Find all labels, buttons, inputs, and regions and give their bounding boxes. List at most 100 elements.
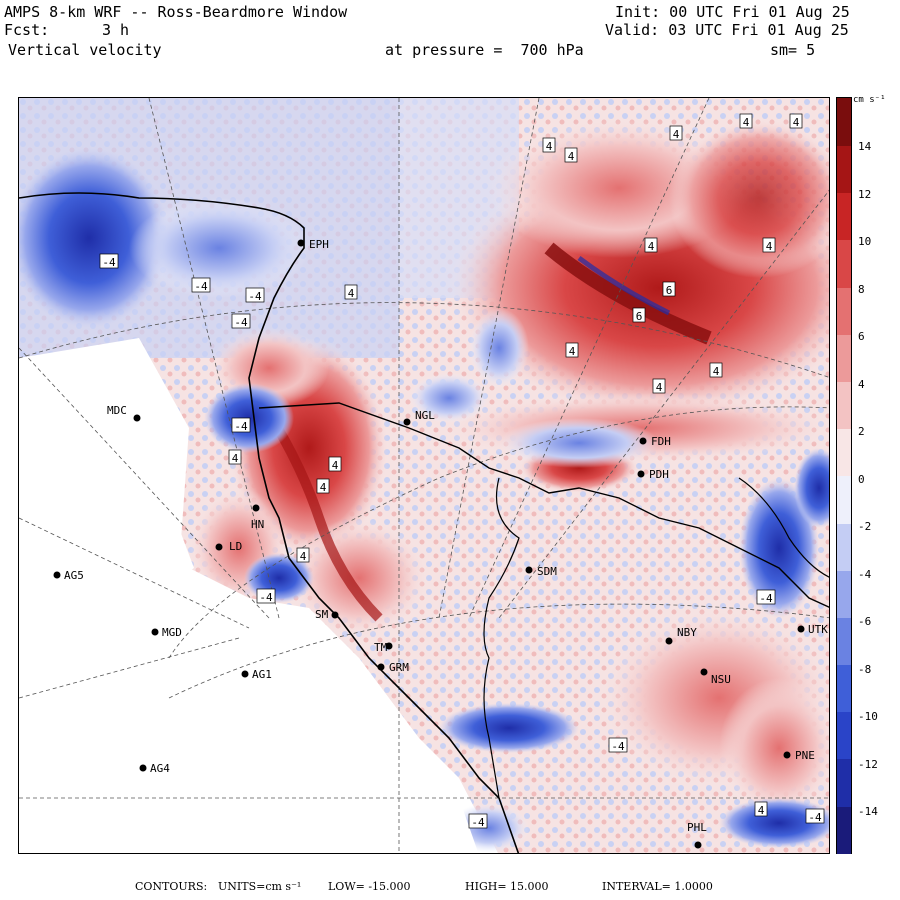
svg-text:4: 4 [569, 345, 576, 358]
station-ag4: AG4 [139, 762, 170, 775]
colorbar-tick-label: 10 [858, 235, 872, 248]
station-pne: PNE [783, 749, 815, 762]
colorbar-segment [837, 569, 851, 618]
map-title: AMPS 8-km WRF -- Ross-Beardmore Window [4, 3, 348, 21]
footer-interval: INTERVAL= 1.0000 [602, 880, 713, 893]
descent-region-east [739, 478, 819, 618]
station-phl: PHL [687, 821, 707, 849]
colorbar-tick-label: -2 [858, 520, 872, 533]
colorbar-tick-label: 0 [858, 472, 865, 486]
svg-text:PDH: PDH [649, 468, 669, 481]
svg-text:PHL: PHL [687, 821, 707, 834]
svg-text:-4: -4 [194, 280, 208, 293]
colorbar-segment [837, 664, 851, 713]
svg-text:4: 4 [758, 804, 765, 817]
svg-text:AG4: AG4 [150, 762, 170, 775]
svg-text:-4: -4 [248, 290, 262, 303]
svg-text:SM: SM [315, 608, 329, 621]
svg-text:4: 4 [332, 459, 339, 472]
station-pdh: PDH [637, 468, 669, 481]
init-time: Init: 00 UTC Fri 01 Aug 25 [615, 3, 850, 21]
colorbar-tick-label: 14 [858, 140, 872, 153]
svg-text:-4: -4 [234, 420, 248, 433]
svg-text:MDC: MDC [107, 404, 127, 417]
colorbar-segment [837, 286, 851, 335]
colorbar-segment [837, 192, 851, 241]
footer-high: HIGH= 15.000 [465, 880, 549, 893]
svg-text:-4: -4 [234, 316, 248, 329]
colorbar-tick-label: 2 [858, 425, 865, 438]
svg-text:4: 4 [348, 287, 355, 300]
colorbar-segment [837, 522, 851, 571]
vertical-velocity-field: 4 4 4 4 4 4 4 4 4 -4 -4 -4 -4 -4 -4 4 -4… [19, 98, 829, 853]
smoothing: sm= 5 [770, 41, 816, 59]
svg-text:4: 4 [766, 240, 773, 253]
svg-text:-4: -4 [471, 816, 485, 829]
station-hn: HN [251, 504, 264, 531]
svg-text:-4: -4 [808, 811, 822, 824]
svg-text:-4: -4 [759, 592, 773, 605]
svg-text:HN: HN [251, 518, 264, 531]
svg-text:4: 4 [232, 452, 239, 465]
station-nby: NBY [665, 626, 697, 645]
svg-text:4: 4 [656, 381, 663, 394]
svg-text:SDM: SDM [537, 565, 557, 578]
station-mdc: MDC [107, 404, 141, 422]
svg-text:6: 6 [636, 310, 643, 323]
svg-text:6: 6 [666, 284, 673, 297]
colorbar-tick-label: 4 [858, 377, 865, 391]
colorbar-unit: cm s⁻¹ [853, 95, 886, 105]
colorbar-tick-label: -10 [858, 710, 878, 723]
colorbar-segment [837, 711, 851, 760]
colorbar-segment [837, 333, 851, 382]
station-grm: GRM [377, 661, 409, 674]
valid-time: Valid: 03 UTC Fri 01 Aug 25 [605, 21, 849, 39]
coastline [19, 192, 520, 853]
svg-text:4: 4 [648, 240, 655, 253]
station-nsu: NSU [700, 668, 731, 686]
station-ag1: AG1 [241, 668, 272, 681]
station-fdh: FDH [639, 435, 671, 448]
station-mgd: MGD [151, 626, 182, 639]
svg-text:NSU: NSU [711, 673, 731, 686]
colorbar-segment [837, 617, 851, 666]
svg-text:4: 4 [793, 116, 800, 129]
footer-low: LOW= -15.000 [328, 880, 411, 893]
colorbar-segment [837, 239, 851, 288]
svg-text:PNE: PNE [795, 749, 815, 762]
colorbar-segment [837, 428, 851, 477]
colorbar-tick-label: -6 [858, 615, 872, 628]
colorbar-segment [837, 475, 851, 524]
colorbar-tick-label: -8 [858, 662, 872, 676]
station-ag5: AG5 [53, 569, 84, 582]
svg-text:TM: TM [374, 641, 388, 654]
station-ngl: NGL [403, 409, 435, 426]
graticule [19, 98, 829, 853]
svg-text:MGD: MGD [162, 626, 182, 639]
station-sm: SM [315, 608, 339, 621]
color-scale-bar [836, 97, 852, 854]
map-panel: 4 4 4 4 4 4 4 4 4 -4 -4 -4 -4 -4 -4 4 -4… [18, 97, 830, 854]
svg-text:4: 4 [568, 150, 575, 163]
stations: MDC NGL EPH SDM AG5 MGD AG1 AG4 GRM NBY … [53, 238, 828, 849]
svg-text:FDH: FDH [651, 435, 671, 448]
svg-text:AG5: AG5 [64, 569, 84, 582]
svg-text:-4: -4 [611, 740, 625, 753]
colorbar-tick-label: -12 [858, 757, 878, 771]
station-tm: TM [374, 641, 393, 654]
svg-text:4: 4 [320, 481, 327, 494]
colorbar-tick-label: 8 [858, 282, 865, 296]
colorbar-segment [837, 381, 851, 430]
svg-text:UTK: UTK [808, 623, 828, 636]
footer-units: UNITS=cm s⁻¹ [218, 880, 302, 893]
svg-text:LD: LD [229, 540, 242, 553]
station-ld: LD [215, 540, 242, 553]
forecast-hours: 3 h [102, 21, 130, 39]
svg-text:4: 4 [713, 365, 720, 378]
colorbar-segment [837, 805, 851, 854]
pressure-level: at pressure = 700 hPa [385, 41, 584, 59]
colorbar-segment [837, 145, 851, 194]
colorbar-segment [837, 758, 851, 807]
forecast-label: Fcst: [4, 21, 50, 39]
colorbar-tick-label: -14 [858, 805, 878, 818]
